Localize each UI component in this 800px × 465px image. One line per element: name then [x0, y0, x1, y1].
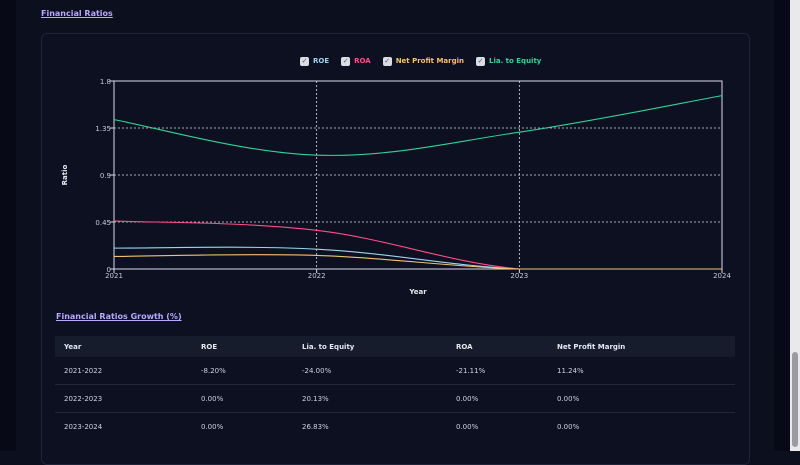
column-header: Lia. to Equity: [293, 336, 447, 357]
x-tick-label: 2022: [308, 272, 326, 280]
checkbox-icon[interactable]: ✓: [341, 56, 351, 66]
y-tick-label: 1.35: [95, 125, 111, 133]
y-tick-label: 0: [107, 266, 111, 274]
column-header: ROA: [447, 336, 548, 357]
table-cell: 2022-2023: [55, 384, 192, 413]
table-cell: -24.00%: [302, 366, 332, 375]
y-tick-label: 0.45: [95, 219, 111, 227]
legend-item-roa[interactable]: ✓ ROA: [341, 55, 371, 67]
scrollbar[interactable]: [790, 0, 800, 451]
table-cell: 11.24%: [557, 366, 584, 375]
table-row: 2022-2023 0.00% 20.13% 0.00% 0.00%: [55, 384, 735, 413]
column-header: ROE: [192, 336, 293, 357]
scrollbar-thumb[interactable]: [792, 352, 798, 447]
legend-label: Lia. to Equity: [489, 57, 542, 65]
legend-item-net-profit-margin[interactable]: ✓ Net Profit Margin: [382, 55, 464, 67]
table-row: 2023-2024 0.00% 26.83% 0.00% 0.00%: [55, 412, 735, 440]
table-cell: 2021-2022: [64, 366, 103, 375]
column-header: Net Profit Margin: [548, 336, 735, 357]
table-cell: 0.00%: [548, 412, 735, 440]
growth-table-title[interactable]: Financial Ratios Growth (%): [56, 312, 182, 321]
legend-label: Net Profit Margin: [395, 57, 464, 65]
x-axis-label: Year: [408, 288, 427, 296]
table-cell: 0.00%: [192, 384, 293, 413]
series-line-net-profit-margin: [113, 254, 722, 270]
legend-label: ROE: [313, 57, 330, 65]
legend-item-roe[interactable]: ✓ ROE: [300, 55, 329, 67]
legend-item-lia-to-equity[interactable]: ✓ Lia. to Equity: [476, 55, 541, 67]
checkbox-icon[interactable]: ✓: [476, 56, 485, 66]
y-tick-label: 1.8: [100, 78, 111, 86]
table-header-row: Year ROE Lia. to Equity ROA Net Profit M…: [55, 336, 735, 357]
section-title[interactable]: Financial Ratios: [41, 9, 113, 18]
x-tick-label: 2024: [713, 272, 731, 280]
column-header: Year: [55, 336, 192, 357]
x-tick-label: 2021: [105, 272, 123, 280]
page-edge-right: [774, 0, 790, 451]
table-cell: 2023-2024: [55, 412, 192, 440]
table-cell: 0.00%: [192, 412, 293, 440]
table-cell: -8.20%: [201, 366, 226, 375]
page-edge-left: [0, 0, 16, 451]
table-cell: 0.00%: [548, 384, 735, 413]
x-tick-label: 2023: [510, 272, 528, 280]
checkbox-icon[interactable]: ✓: [382, 56, 392, 66]
checkbox-icon[interactable]: ✓: [300, 56, 309, 66]
table-cell: 0.00%: [447, 384, 548, 413]
table-row: 2021-2022 -8.20% -24.00% -21.11% 11.24%: [55, 357, 735, 385]
growth-table: Year ROE Lia. to Equity ROA Net Profit M…: [55, 336, 735, 440]
table-cell: 20.13%: [293, 384, 447, 413]
chart-legend: ✓ ROE ✓ ROA ✓ Net Profit Margin ✓ Lia. t…: [300, 55, 553, 67]
series-line-lia-to-equity: [113, 95, 723, 156]
table-cell: 0.00%: [447, 412, 548, 440]
table-cell: -21.11%: [456, 366, 486, 375]
y-axis-label: Ratio: [61, 164, 69, 185]
table-cell: 26.83%: [293, 412, 447, 440]
y-tick-label: 0.9: [100, 172, 111, 180]
legend-label: ROA: [354, 57, 371, 65]
ratio-line-chart: 0 0.45 0.9 1.35 1.8 2021 2022 2023 2024 Year Ratio: [61, 78, 731, 296]
